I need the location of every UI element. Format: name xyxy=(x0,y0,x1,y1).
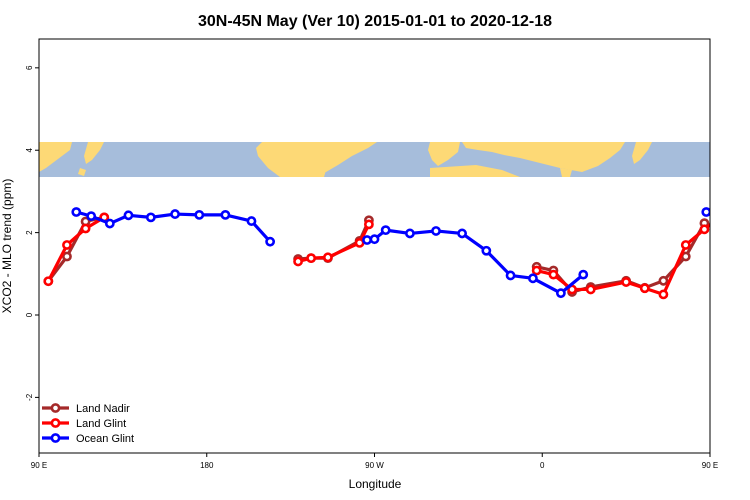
x-tick-label: 90 E xyxy=(31,461,47,470)
legend-label: Ocean Glint xyxy=(76,433,134,445)
x-tick-label: 180 xyxy=(200,461,214,470)
land-glint-point xyxy=(716,214,723,221)
series-layer xyxy=(43,207,743,300)
land-glint-line xyxy=(536,222,710,297)
land-glint-point xyxy=(306,253,317,264)
ocean-glint-point xyxy=(505,270,516,281)
land-glint-point xyxy=(323,252,333,263)
land-nadir-point xyxy=(658,275,669,286)
ocean-glint-point xyxy=(362,235,372,245)
map-land-asia-left xyxy=(39,142,72,172)
y-tick-label: 4 xyxy=(25,147,34,152)
map-land-japan-right xyxy=(632,142,652,164)
ocean-glint-point xyxy=(716,213,723,220)
x-tick-label: 0 xyxy=(540,461,545,470)
map-land-europe xyxy=(428,142,460,166)
ocean-glint-point xyxy=(220,209,231,220)
legend-label: Land Glint xyxy=(76,418,126,430)
land-nadir-point xyxy=(62,251,72,262)
series-land-nadir xyxy=(43,212,710,297)
ocean-glint-point xyxy=(145,212,156,223)
series-land-glint xyxy=(43,212,723,300)
land-glint-point xyxy=(354,238,365,248)
ocean-glint-line xyxy=(366,228,585,295)
legend-swatch-marker xyxy=(50,403,61,413)
map-land-north-america xyxy=(256,142,377,177)
ocean-glint-point xyxy=(86,211,97,222)
land-glint-point xyxy=(621,277,632,287)
land-glint-point xyxy=(680,240,691,250)
ocean-glint-point xyxy=(555,288,566,299)
land-glint-point xyxy=(364,219,374,230)
x-axis: 90 E 180 90 W 0 90 E xyxy=(31,453,718,470)
legend-item-ocean-glint: Ocean Glint xyxy=(42,433,134,445)
ocean-glint-point xyxy=(380,225,391,236)
ocean-glint-point xyxy=(701,207,710,217)
y-tick-label: 6 xyxy=(25,65,34,70)
ocean-glint-point xyxy=(369,234,380,245)
y-axis: -2 0 2 4 6 xyxy=(25,65,39,401)
land-glint-point xyxy=(43,276,54,287)
series-ocean-glint xyxy=(71,207,743,299)
ocean-glint-point xyxy=(457,228,468,239)
ocean-glint-point xyxy=(104,218,115,229)
map-land-florida xyxy=(316,168,326,177)
ocean-glint-point xyxy=(194,209,205,220)
y-tick-label: 0 xyxy=(25,312,34,317)
map-land-japan-left xyxy=(84,142,104,164)
land-glint-point xyxy=(639,283,650,294)
ocean-glint-point xyxy=(71,207,82,217)
land-glint-point xyxy=(548,269,559,280)
land-glint-point xyxy=(585,284,596,295)
ocean-glint-point xyxy=(170,209,180,219)
land-glint-point xyxy=(699,224,710,235)
ocean-glint-line xyxy=(705,210,710,216)
ocean-glint-point xyxy=(123,210,134,221)
land-glint-point xyxy=(658,289,669,300)
x-tick-label: 90 E xyxy=(702,461,718,470)
ocean-glint-point xyxy=(578,269,589,280)
legend-swatch-marker xyxy=(50,418,61,428)
x-axis-label: Longitude xyxy=(349,477,402,491)
map-land-islands-left xyxy=(78,168,86,176)
legend: Land Nadir Land Glint Ocean Glint xyxy=(42,403,134,445)
map-land-asia-right xyxy=(462,142,625,172)
world-map-band xyxy=(39,142,710,177)
land-glint-point xyxy=(80,223,91,234)
y-axis-label: XCO2 - MLO trend (ppm) xyxy=(0,179,14,314)
ocean-glint-line xyxy=(75,210,272,243)
map-land-india xyxy=(560,168,572,177)
map-land-africa xyxy=(430,165,520,177)
land-glint-point xyxy=(293,256,303,267)
ocean-glint-point xyxy=(431,226,441,236)
ocean-glint-point xyxy=(265,236,276,247)
x-tick-label: 90 W xyxy=(365,461,384,470)
legend-label: Land Nadir xyxy=(76,403,130,415)
ocean-glint-point xyxy=(736,219,743,226)
land-glint-point xyxy=(62,240,72,250)
ocean-glint-point xyxy=(246,216,257,226)
chart-title: 30N-45N May (Ver 10) 2015-01-01 to 2020-… xyxy=(198,13,552,30)
legend-item-land-glint: Land Glint xyxy=(42,418,126,430)
ocean-glint-point xyxy=(405,228,415,239)
plot-frame xyxy=(38,38,711,454)
ocean-glint-point xyxy=(528,273,538,284)
ocean-glint-point xyxy=(481,245,492,256)
land-glint-point xyxy=(531,265,542,276)
land-glint-line xyxy=(46,215,106,282)
y-tick-label: 2 xyxy=(25,230,34,235)
legend-item-land-nadir: Land Nadir xyxy=(42,403,130,415)
land-nadir-line xyxy=(47,215,105,283)
y-tick-label: -2 xyxy=(25,393,34,401)
legend-swatch-marker xyxy=(50,433,61,443)
